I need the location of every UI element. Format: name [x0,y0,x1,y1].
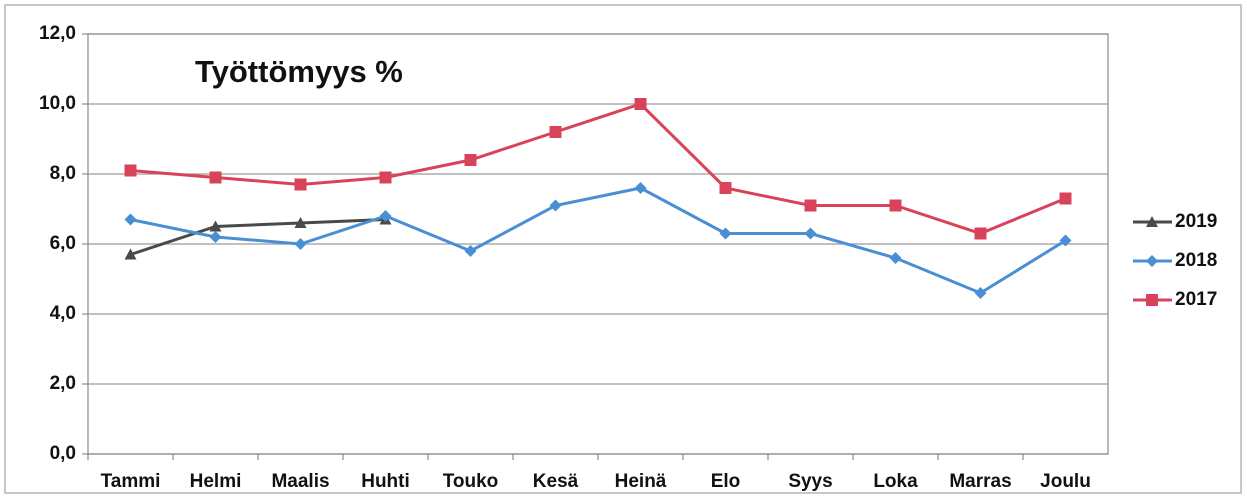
x-tick-label: Maalis [271,471,329,492]
data-point [1059,234,1072,247]
legend-label: 2018 [1175,250,1217,271]
x-tick-label: Helmi [190,471,242,492]
y-tick-label: 10,0 [39,93,76,114]
data-point [379,171,392,184]
data-point [634,98,647,110]
data-point [549,199,562,212]
data-point [464,154,477,166]
data-point [379,210,392,222]
legend-label: 2019 [1175,211,1217,232]
data-point [974,227,987,240]
x-tick-label: Marras [949,471,1011,492]
data-point [719,182,732,194]
x-tick-label: Loka [873,471,918,492]
data-point [209,231,222,243]
x-tick-label: Syys [788,471,832,492]
y-tick-label: 8,0 [50,163,76,184]
data-point [294,217,307,228]
data-point [634,182,647,194]
y-tick-label: 12,0 [39,23,76,44]
data-point [124,213,137,226]
data-point [889,199,902,212]
x-tick-label: Joulu [1040,471,1091,492]
data-point [804,227,817,240]
data-point [889,252,902,264]
x-tick-label: Touko [443,471,499,492]
y-tick-label: 6,0 [50,233,76,254]
y-tick-label: 4,0 [50,303,76,324]
series-line [130,102,1067,236]
legend-label: 2017 [1175,289,1217,310]
data-point [974,287,987,299]
legend-marker [1146,216,1158,227]
chart-title: Työttömyys % [195,54,403,89]
series-line [130,186,1067,295]
data-point [719,227,732,240]
series-line [130,218,386,256]
data-point [804,199,817,212]
data-point [464,245,477,257]
y-tick-label: 2,0 [50,373,76,394]
data-point [209,220,222,232]
data-point [549,126,562,138]
data-point [124,164,137,177]
x-tick-label: Kesä [533,471,579,492]
x-tick-label: Huhti [361,471,410,492]
y-tick-label: 0,0 [50,443,76,464]
data-point [1059,192,1072,205]
legend-marker [1146,294,1158,306]
data-point [294,178,307,191]
x-tick-label: Tammi [101,471,161,492]
x-tick-label: Heinä [615,471,667,492]
data-point [209,171,222,184]
data-point [294,238,307,250]
legend-marker [1146,255,1158,267]
chart-frame [4,4,1242,494]
x-tick-label: Elo [711,471,741,492]
data-point [124,248,137,260]
